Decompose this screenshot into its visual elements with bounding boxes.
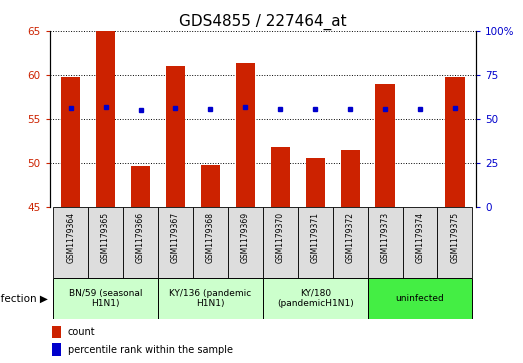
Text: percentile rank within the sample: percentile rank within the sample bbox=[67, 344, 233, 355]
Text: GSM1179372: GSM1179372 bbox=[346, 212, 355, 263]
Bar bbox=[376, 83, 395, 207]
Bar bbox=[263, 278, 368, 319]
Text: KY/180
(pandemicH1N1): KY/180 (pandemicH1N1) bbox=[277, 289, 354, 308]
Text: KY/136 (pandemic
H1N1): KY/136 (pandemic H1N1) bbox=[169, 289, 252, 308]
Bar bbox=[368, 207, 403, 278]
Bar bbox=[228, 207, 263, 278]
Bar bbox=[446, 77, 464, 207]
Bar bbox=[52, 326, 61, 338]
Text: GSM1179367: GSM1179367 bbox=[171, 212, 180, 263]
Bar bbox=[61, 77, 80, 207]
Bar bbox=[96, 31, 115, 207]
Bar bbox=[298, 207, 333, 278]
Bar bbox=[53, 207, 88, 278]
Text: GSM1179375: GSM1179375 bbox=[450, 212, 460, 263]
Text: GSM1179374: GSM1179374 bbox=[416, 212, 425, 263]
Bar bbox=[305, 158, 325, 207]
Text: GSM1179369: GSM1179369 bbox=[241, 212, 250, 263]
Bar bbox=[166, 66, 185, 207]
Bar bbox=[158, 207, 193, 278]
Text: BN/59 (seasonal
H1N1): BN/59 (seasonal H1N1) bbox=[69, 289, 142, 308]
Bar bbox=[236, 64, 255, 207]
Bar bbox=[158, 278, 263, 319]
Bar bbox=[193, 207, 228, 278]
Bar bbox=[333, 207, 368, 278]
Bar bbox=[123, 207, 158, 278]
Bar bbox=[368, 278, 472, 319]
Bar bbox=[131, 166, 150, 207]
Text: GSM1179368: GSM1179368 bbox=[206, 212, 215, 263]
Bar bbox=[201, 165, 220, 207]
Text: GSM1179370: GSM1179370 bbox=[276, 212, 285, 263]
Title: GDS4855 / 227464_at: GDS4855 / 227464_at bbox=[179, 13, 347, 29]
Bar bbox=[88, 207, 123, 278]
Text: GSM1179371: GSM1179371 bbox=[311, 212, 320, 263]
Text: GSM1179365: GSM1179365 bbox=[101, 212, 110, 263]
Bar bbox=[52, 343, 61, 356]
Bar bbox=[340, 150, 360, 207]
Text: count: count bbox=[67, 327, 95, 337]
Text: GSM1179366: GSM1179366 bbox=[136, 212, 145, 263]
Bar bbox=[263, 207, 298, 278]
Bar bbox=[438, 207, 472, 278]
Text: infection ▶: infection ▶ bbox=[0, 294, 48, 303]
Bar bbox=[271, 147, 290, 207]
Text: GSM1179364: GSM1179364 bbox=[66, 212, 75, 263]
Bar bbox=[53, 278, 158, 319]
Text: uninfected: uninfected bbox=[396, 294, 445, 303]
Text: GSM1179373: GSM1179373 bbox=[381, 212, 390, 263]
Bar bbox=[403, 207, 438, 278]
